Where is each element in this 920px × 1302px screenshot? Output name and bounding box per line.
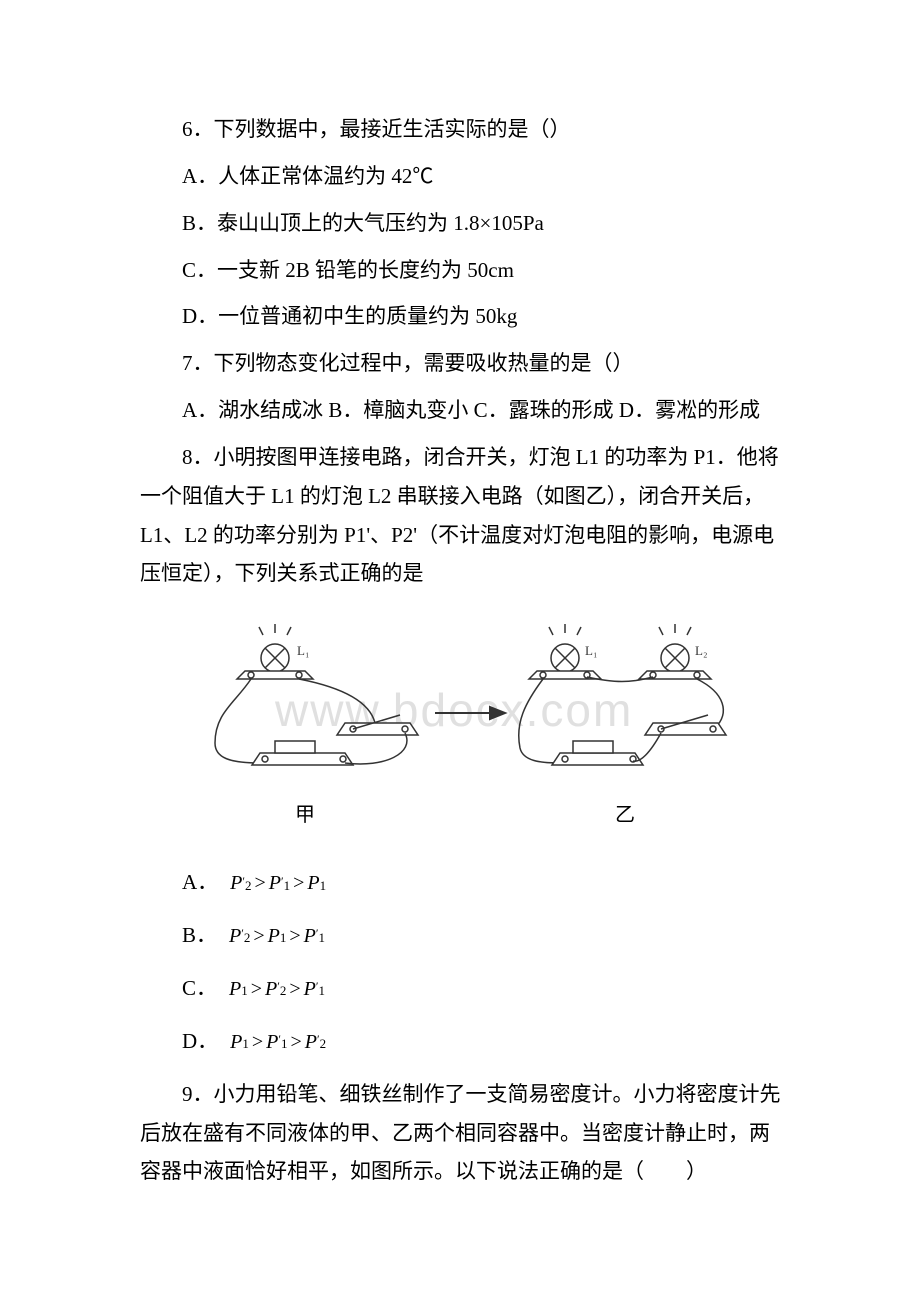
q8-formula-d: P1>P′1>P′2: [230, 1024, 326, 1061]
q6-option-c: C．一支新 2B 铅笔的长度约为 50cm: [140, 251, 790, 290]
q6-option-b: B．泰山山顶上的大气压约为 1.8×105Pa: [140, 204, 790, 243]
q6-option-a: A．人体正常体温约为 42℃: [140, 157, 790, 196]
circuit-label-left: 甲: [295, 804, 315, 826]
q8-option-b: B． P′2>P1>P′1: [140, 916, 790, 955]
q8-option-d: D． P1>P′1>P′2: [140, 1022, 790, 1061]
svg-text:L₁: L₁: [297, 643, 309, 658]
q6-option-d: D．一位普通初中生的质量约为 50kg: [140, 297, 790, 336]
q6-stem: 6．下列数据中，最接近生活实际的是（）: [140, 110, 790, 149]
circuit-svg: L₁: [185, 613, 745, 843]
q8-formula-b: P′2>P1>P′1: [229, 918, 325, 955]
svg-text:L₂: L₂: [695, 643, 707, 658]
q8-formula-a: P′2>P′1>P1: [230, 865, 326, 902]
q9-stem: 9．小力用铅笔、细铁丝制作了一支简易密度计。小力将密度计先后放在盛有不同液体的甲…: [140, 1075, 790, 1192]
q8-option-a: A． P′2>P′1>P1: [140, 863, 790, 902]
q8-stem: 8．小明按图甲连接电路，闭合开关，灯泡 L1 的功率为 P1．他将一个阻值大于 …: [140, 438, 790, 593]
circuit-diagram: www.bdocx.com L₁: [140, 613, 790, 843]
q8-formula-c: P1>P′2>P′1: [229, 971, 325, 1008]
q7-stem: 7．下列物态变化过程中，需要吸收热量的是（）: [140, 344, 790, 383]
q8-option-c: C． P1>P′2>P′1: [140, 969, 790, 1008]
svg-text:L₁: L₁: [585, 643, 597, 658]
q7-options: A．湖水结成冰 B．樟脑丸变小 C．露珠的形成 D．雾凇的形成: [140, 391, 790, 430]
circuit-label-right: 乙: [615, 804, 635, 826]
